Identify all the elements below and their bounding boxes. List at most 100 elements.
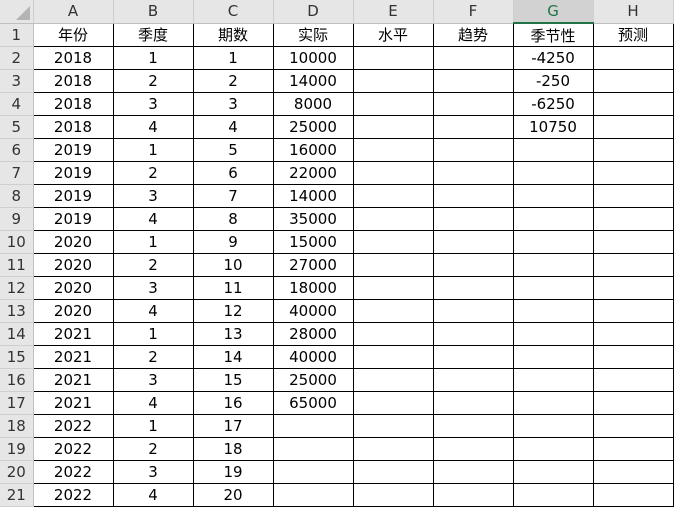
cell-B8[interactable]: 3 [112, 184, 194, 208]
cell-A2[interactable]: 2018 [32, 46, 114, 70]
column-header-F[interactable]: F [433, 0, 514, 24]
cell-C6[interactable]: 5 [192, 138, 274, 162]
cell-H17[interactable] [592, 391, 674, 415]
cell-H15[interactable] [592, 345, 674, 369]
cell-E17[interactable] [352, 391, 434, 415]
cell-B6[interactable]: 1 [112, 138, 194, 162]
cell-E11[interactable] [352, 253, 434, 277]
cell-H2[interactable] [592, 46, 674, 70]
column-header-H[interactable]: H [593, 0, 674, 24]
cell-D13[interactable]: 40000 [272, 299, 354, 323]
cell-E14[interactable] [352, 322, 434, 346]
cell-H1[interactable]: 预测 [592, 22, 674, 47]
row-header[interactable]: 3 [0, 69, 34, 93]
cell-G14[interactable] [512, 322, 594, 346]
cell-H8[interactable] [592, 184, 674, 208]
cell-F14[interactable] [432, 322, 514, 346]
cell-F21[interactable] [432, 483, 514, 507]
column-header-C[interactable]: C [193, 0, 274, 24]
cell-D8[interactable]: 14000 [272, 184, 354, 208]
cell-H13[interactable] [592, 299, 674, 323]
cell-H12[interactable] [592, 276, 674, 300]
cell-C18[interactable]: 17 [192, 414, 274, 438]
cell-B15[interactable]: 2 [112, 345, 194, 369]
cell-G16[interactable] [512, 368, 594, 392]
cell-G13[interactable] [512, 299, 594, 323]
cell-G4[interactable]: -6250 [512, 92, 594, 116]
cell-C17[interactable]: 16 [192, 391, 274, 415]
cell-A11[interactable]: 2020 [32, 253, 114, 277]
cell-E9[interactable] [352, 207, 434, 231]
cell-C12[interactable]: 11 [192, 276, 274, 300]
cell-G12[interactable] [512, 276, 594, 300]
cell-H20[interactable] [592, 460, 674, 484]
cell-A12[interactable]: 2020 [32, 276, 114, 300]
cell-C20[interactable]: 19 [192, 460, 274, 484]
cell-E4[interactable] [352, 92, 434, 116]
cell-B1[interactable]: 季度 [112, 22, 194, 47]
cell-H16[interactable] [592, 368, 674, 392]
cell-D4[interactable]: 8000 [272, 92, 354, 116]
cell-C10[interactable]: 9 [192, 230, 274, 254]
cell-E7[interactable] [352, 161, 434, 185]
cell-B14[interactable]: 1 [112, 322, 194, 346]
cell-H14[interactable] [592, 322, 674, 346]
cell-C13[interactable]: 12 [192, 299, 274, 323]
cell-A6[interactable]: 2019 [32, 138, 114, 162]
cell-B13[interactable]: 4 [112, 299, 194, 323]
cell-H4[interactable] [592, 92, 674, 116]
cell-B19[interactable]: 2 [112, 437, 194, 461]
cell-B12[interactable]: 3 [112, 276, 194, 300]
cell-D1[interactable]: 实际 [272, 22, 354, 47]
row-header[interactable]: 10 [0, 230, 34, 254]
cell-E19[interactable] [352, 437, 434, 461]
cell-E3[interactable] [352, 69, 434, 93]
cell-C1[interactable]: 期数 [192, 22, 274, 47]
cell-B21[interactable]: 4 [112, 483, 194, 507]
cell-F3[interactable] [432, 69, 514, 93]
row-header[interactable]: 2 [0, 46, 34, 70]
row-header[interactable]: 1 [0, 23, 34, 47]
row-header[interactable]: 21 [0, 483, 34, 507]
cell-F10[interactable] [432, 230, 514, 254]
column-header-G[interactable]: G [513, 0, 594, 24]
cell-A18[interactable]: 2022 [32, 414, 114, 438]
cell-F2[interactable] [432, 46, 514, 70]
cell-F13[interactable] [432, 299, 514, 323]
cell-C2[interactable]: 1 [192, 46, 274, 70]
row-header[interactable]: 6 [0, 138, 34, 162]
cell-C3[interactable]: 2 [192, 69, 274, 93]
cell-H3[interactable] [592, 69, 674, 93]
cell-E5[interactable] [352, 115, 434, 139]
cell-E16[interactable] [352, 368, 434, 392]
cell-B17[interactable]: 4 [112, 391, 194, 415]
cell-G9[interactable] [512, 207, 594, 231]
cell-C7[interactable]: 6 [192, 161, 274, 185]
cell-D15[interactable]: 40000 [272, 345, 354, 369]
cell-D19[interactable] [272, 437, 354, 461]
cell-D20[interactable] [272, 460, 354, 484]
cell-A8[interactable]: 2019 [32, 184, 114, 208]
cell-H10[interactable] [592, 230, 674, 254]
cell-B2[interactable]: 1 [112, 46, 194, 70]
cell-D9[interactable]: 35000 [272, 207, 354, 231]
cell-G21[interactable] [512, 483, 594, 507]
cell-B16[interactable]: 3 [112, 368, 194, 392]
cell-C14[interactable]: 13 [192, 322, 274, 346]
cell-C9[interactable]: 8 [192, 207, 274, 231]
cell-A16[interactable]: 2021 [32, 368, 114, 392]
cell-A4[interactable]: 2018 [32, 92, 114, 116]
row-header[interactable]: 5 [0, 115, 34, 139]
cell-A7[interactable]: 2019 [32, 161, 114, 185]
cell-E2[interactable] [352, 46, 434, 70]
cell-G5[interactable]: 10750 [512, 115, 594, 139]
row-header[interactable]: 9 [0, 207, 34, 231]
cell-H9[interactable] [592, 207, 674, 231]
cell-G18[interactable] [512, 414, 594, 438]
cell-D3[interactable]: 14000 [272, 69, 354, 93]
cell-B9[interactable]: 4 [112, 207, 194, 231]
cell-F6[interactable] [432, 138, 514, 162]
cell-E21[interactable] [352, 483, 434, 507]
cell-B3[interactable]: 2 [112, 69, 194, 93]
cell-E6[interactable] [352, 138, 434, 162]
